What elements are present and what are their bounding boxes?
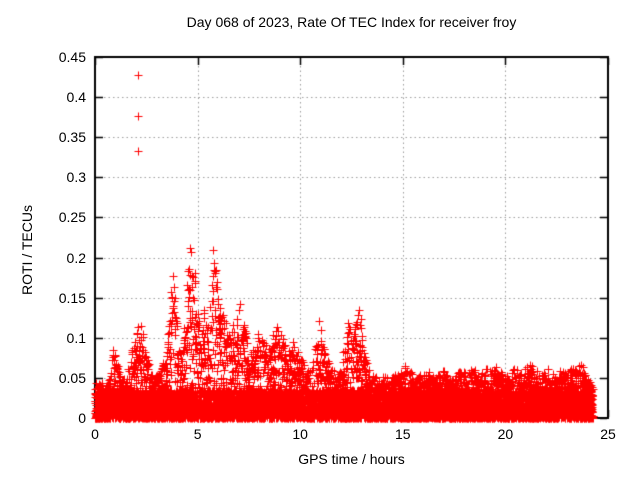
y-tick-label: 0 [78, 410, 86, 426]
x-tick-label: 0 [91, 426, 99, 442]
x-tick-label: 15 [395, 426, 411, 442]
x-tick-label: 20 [497, 426, 514, 442]
x-axis-label: GPS time / hours [298, 451, 405, 467]
y-tick-label: 0.25 [58, 209, 86, 226]
x-tick-label: 25 [600, 426, 616, 442]
y-tick-label: 0.15 [58, 289, 86, 306]
y-tick-label: 0.1 [66, 329, 86, 346]
y-tick-label: 0.4 [66, 89, 86, 106]
y-tick-label: 0.05 [58, 369, 86, 386]
y-tick-label: 0.3 [66, 169, 86, 186]
chart-title: Day 068 of 2023, Rate Of TEC Index for r… [186, 14, 517, 30]
y-tick-label: 0.45 [58, 49, 86, 65]
x-tick-label: 5 [193, 426, 202, 442]
y-tick-label: 0.2 [66, 249, 86, 266]
x-tick-label: 10 [292, 426, 308, 442]
y-tick-label: 0.35 [58, 129, 86, 146]
